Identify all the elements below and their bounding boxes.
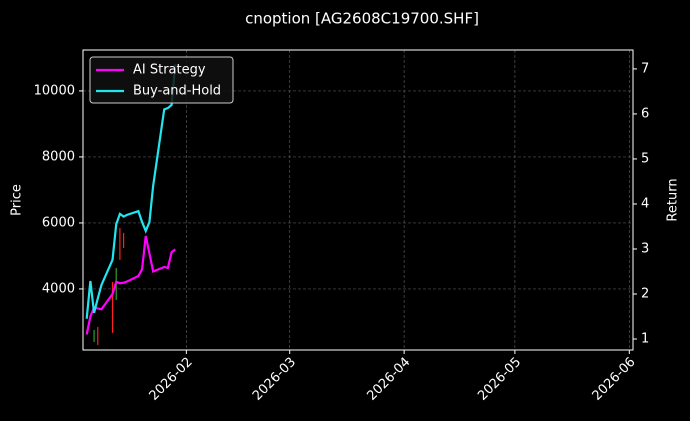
plot-frame xyxy=(82,49,634,351)
y2-tick-label: 5 xyxy=(641,151,649,166)
y2-tick-label: 1 xyxy=(641,332,649,347)
chart-title: cnoption [AG2608C19700.SHF] xyxy=(245,10,479,28)
legend-label: Buy-and-Hold xyxy=(133,84,221,99)
y-axis-label: Price xyxy=(10,184,25,216)
y-tick-label: 6000 xyxy=(42,215,75,230)
y2-axis-label: Return xyxy=(666,178,681,221)
y2-tick-label: 6 xyxy=(641,106,649,121)
y2-tick-label: 7 xyxy=(641,61,649,76)
y-tick-label: 4000 xyxy=(42,281,75,296)
series-line xyxy=(85,64,177,319)
y2-tick-label: 2 xyxy=(641,286,649,301)
y2-tick-label: 4 xyxy=(641,196,649,211)
y-tick-label: 8000 xyxy=(42,149,75,164)
y-tick-label: 10000 xyxy=(34,83,75,98)
y2-tick-label: 3 xyxy=(641,241,649,256)
legend-label: AI Strategy xyxy=(133,63,206,78)
legend-box xyxy=(89,56,234,104)
series-line xyxy=(85,235,176,335)
